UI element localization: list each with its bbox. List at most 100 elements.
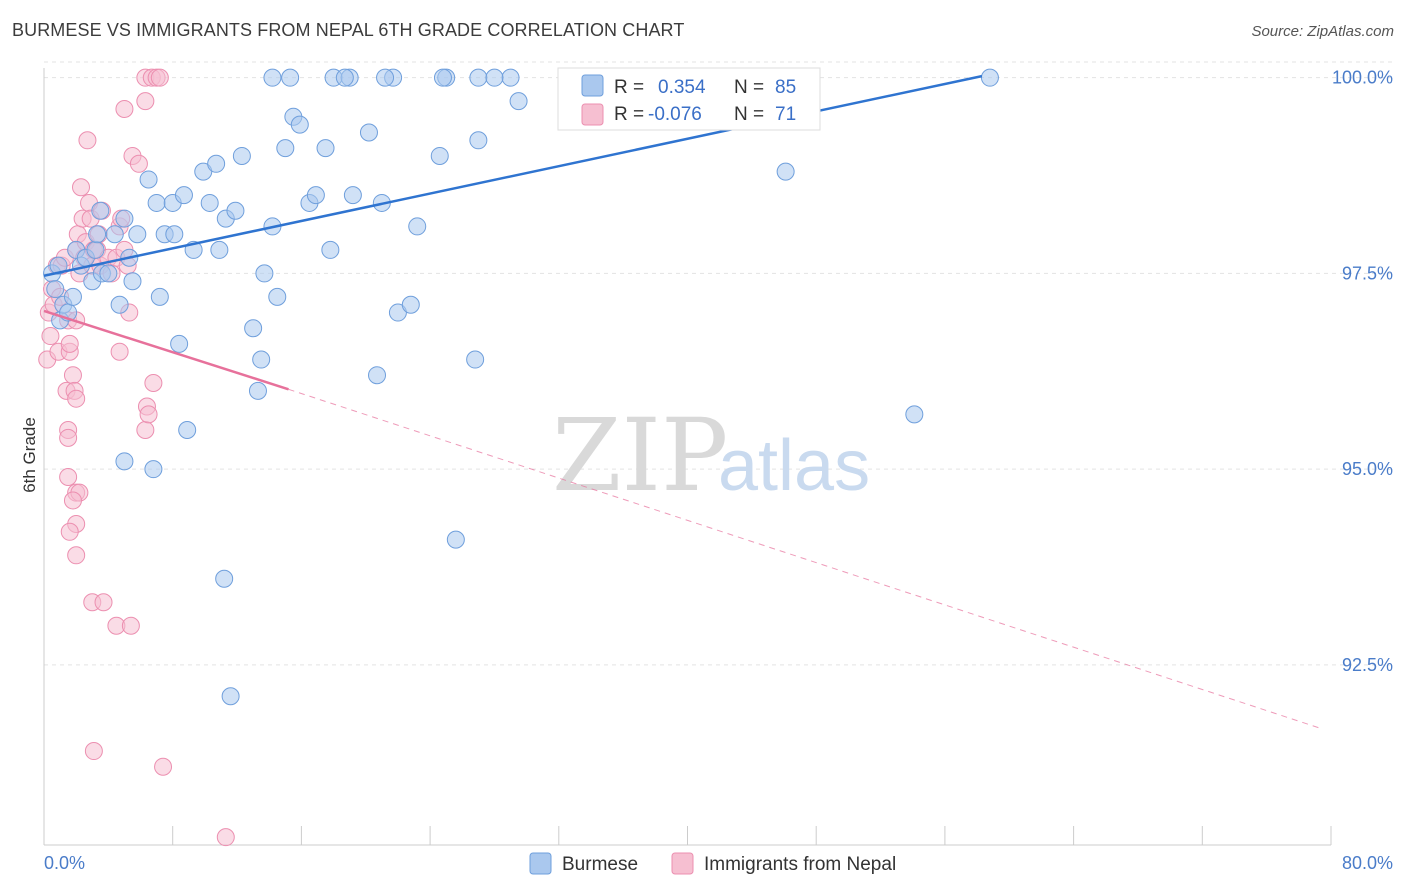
- y-tick-label: 92.5%: [1342, 655, 1393, 675]
- bottom-legend-swatch-burmese: [529, 852, 552, 875]
- burmese-point: [408, 217, 427, 236]
- burmese-point: [165, 225, 184, 244]
- nepal-point: [129, 154, 148, 173]
- nepal-point: [67, 546, 86, 565]
- nepal-point: [63, 491, 82, 510]
- burmese-point: [466, 350, 485, 369]
- nepal-point: [110, 342, 129, 361]
- burmese-point: [321, 240, 340, 259]
- burmese-point: [49, 256, 68, 275]
- x-tick-label-max: 80.0%: [1342, 853, 1393, 873]
- bottom-legend-label-nepal: Immigrants from Nepal: [704, 854, 896, 875]
- burmese-point: [88, 225, 107, 244]
- burmese-point: [469, 68, 488, 87]
- burmese-point: [105, 225, 124, 244]
- nepal-point: [139, 405, 158, 424]
- nepal-trendline-extension: [288, 388, 1324, 730]
- axes: [43, 68, 1332, 846]
- nepal-point: [154, 757, 173, 776]
- burmese-point: [139, 170, 158, 189]
- burmese-point: [144, 460, 163, 479]
- nepal-point: [63, 366, 82, 385]
- source-label: Source: ZipAtlas.com: [1251, 23, 1394, 40]
- burmese-point: [86, 240, 105, 259]
- nepal-point: [136, 421, 155, 440]
- legend-r-label-nepal: R =: [614, 104, 644, 125]
- nepal-point: [144, 374, 163, 393]
- burmese-point: [178, 421, 197, 440]
- burmese-point: [268, 287, 287, 306]
- burmese-point: [226, 201, 245, 220]
- legend-r-value-burmese: 0.354: [658, 77, 706, 98]
- legend-swatch-nepal: [581, 103, 604, 126]
- bottom-legend-label-burmese: Burmese: [562, 854, 638, 875]
- burmese-point: [244, 319, 263, 338]
- burmese-point: [215, 569, 234, 588]
- burmese-trendline: [43, 74, 983, 277]
- burmese-point: [401, 295, 420, 314]
- burmese-point: [110, 295, 129, 314]
- y-tick-label: 100.0%: [1332, 68, 1393, 88]
- nepal-point: [94, 593, 113, 612]
- burmese-point: [469, 131, 488, 150]
- burmese-point: [115, 209, 134, 228]
- nepal-trendline: [43, 309, 289, 391]
- watermark-atlas: atlas: [718, 426, 870, 506]
- burmese-points: [43, 68, 999, 706]
- burmese-point: [433, 68, 452, 87]
- bottom-legend-swatch-nepal: [671, 852, 694, 875]
- burmese-point: [343, 186, 362, 205]
- legend-swatch-burmese: [581, 74, 604, 97]
- burmese-point: [485, 68, 504, 87]
- burmese-point: [276, 139, 295, 158]
- burmese-point: [368, 366, 387, 385]
- nepal-point: [121, 616, 140, 635]
- burmese-point: [115, 452, 134, 471]
- burmese-point: [174, 186, 193, 205]
- burmese-point: [255, 264, 274, 283]
- burmese-point: [980, 68, 999, 87]
- burmese-point: [200, 193, 219, 212]
- legend-n-value-burmese: 85: [775, 77, 796, 98]
- burmese-point: [46, 280, 65, 299]
- burmese-point: [281, 68, 300, 87]
- legend-n-value-nepal: 71: [775, 104, 796, 125]
- x-tick-label-min: 0.0%: [44, 853, 85, 873]
- burmese-point: [776, 162, 795, 181]
- nepal-point: [59, 428, 78, 447]
- nepal-point: [59, 467, 78, 486]
- nepal-point: [216, 828, 235, 847]
- burmese-point: [147, 193, 166, 212]
- series-legend: Burmese Immigrants from Nepal: [529, 852, 896, 875]
- chart-title: BURMESE VS IMMIGRANTS FROM NEPAL 6TH GRA…: [12, 20, 685, 40]
- burmese-point: [501, 68, 520, 87]
- y-tick-label: 97.5%: [1342, 263, 1393, 283]
- legend-n-label-burmese: N =: [734, 77, 764, 98]
- nepal-point: [72, 178, 91, 197]
- burmese-point: [446, 530, 465, 549]
- y-tick-label: 95.0%: [1342, 459, 1393, 479]
- burmese-point: [430, 146, 449, 165]
- nepal-points: [38, 68, 235, 847]
- nepal-point: [136, 92, 155, 111]
- y-axis-label: 6th Grade: [20, 417, 39, 493]
- burmese-point: [221, 687, 240, 706]
- watermark-zip: ZIP: [552, 397, 728, 514]
- burmese-point: [99, 264, 118, 283]
- burmese-point: [248, 381, 267, 400]
- burmese-point: [232, 146, 251, 165]
- burmese-point: [306, 186, 325, 205]
- legend-r-label-burmese: R =: [614, 77, 644, 98]
- burmese-point: [359, 123, 378, 142]
- burmese-point: [91, 201, 110, 220]
- burmese-point: [252, 350, 271, 369]
- nepal-point: [41, 327, 60, 346]
- nepal-point: [78, 131, 97, 150]
- nepal-point: [150, 68, 169, 87]
- correlation-legend: R = 0.354 N = 85 R = -0.076 N = 71: [557, 67, 821, 131]
- burmese-point: [150, 287, 169, 306]
- legend-r-value-nepal: -0.076: [648, 104, 702, 125]
- burmese-point: [376, 68, 395, 87]
- burmese-point: [905, 405, 924, 424]
